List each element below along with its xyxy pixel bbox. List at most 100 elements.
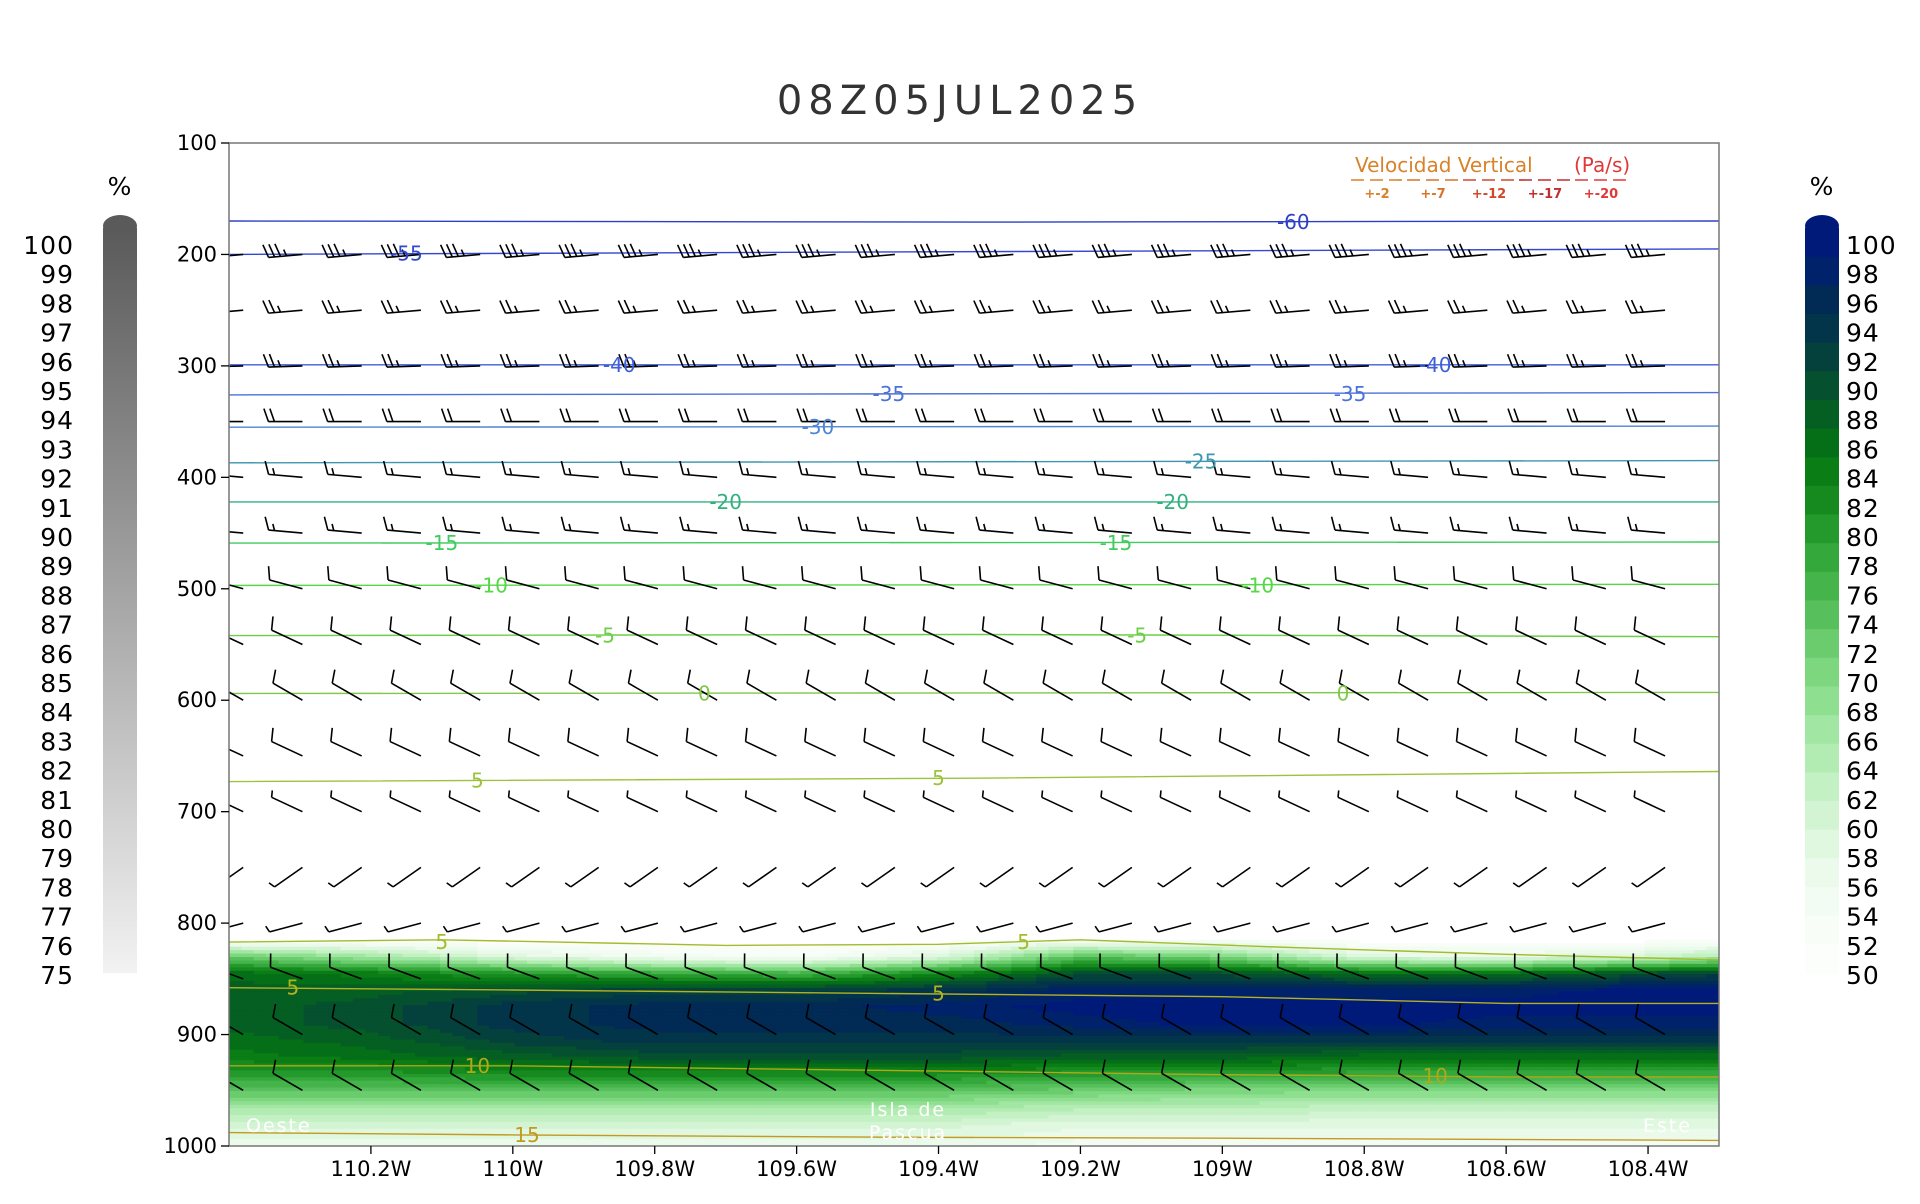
rh-cell xyxy=(1209,1046,1224,1051)
rh-cell xyxy=(1147,1042,1162,1048)
rh-cell xyxy=(638,943,652,948)
rh-cell xyxy=(1160,939,1174,945)
rh-cell xyxy=(278,967,292,972)
rh-cell xyxy=(514,1135,528,1140)
rh-cell xyxy=(800,1042,814,1048)
rh-cell xyxy=(291,1022,305,1027)
rh-cell xyxy=(812,1128,826,1134)
rh-cell xyxy=(1110,1001,1124,1006)
rh-cell xyxy=(1085,1115,1099,1120)
rh-cell xyxy=(651,967,665,972)
rh-cell xyxy=(688,1139,702,1144)
rh-cell xyxy=(564,1104,578,1110)
rh-cell xyxy=(440,1104,454,1110)
rh-cell xyxy=(564,1011,578,1017)
rh-cell xyxy=(825,1063,839,1068)
rh-cell xyxy=(899,967,913,972)
rh-cell xyxy=(1060,994,1075,1000)
rh-cell xyxy=(278,1060,292,1065)
rh-cell xyxy=(1247,1049,1261,1055)
rh-cell xyxy=(986,1084,1000,1089)
rh-cell xyxy=(1011,1139,1025,1144)
rh-cell xyxy=(1060,1104,1075,1110)
rh-cell xyxy=(551,1036,566,1041)
rh-cell xyxy=(253,1056,268,1061)
rh-cell xyxy=(1247,1125,1261,1130)
rh-cell xyxy=(514,1080,528,1085)
rh-cell xyxy=(353,939,367,945)
rh-cell xyxy=(253,1039,268,1044)
rh-cell xyxy=(1185,963,1199,969)
rh-cell xyxy=(961,1073,975,1079)
rh-cell xyxy=(1110,1042,1124,1048)
rh-cell xyxy=(800,946,814,951)
rh-cell xyxy=(1123,1115,1137,1120)
rh-cell xyxy=(1185,1121,1199,1127)
rh-cell xyxy=(241,974,255,979)
rh-cell xyxy=(415,1018,429,1024)
rh-cell xyxy=(415,994,429,1000)
rh-cell xyxy=(1222,991,1236,996)
rh-cell xyxy=(688,1101,702,1106)
rh-cell xyxy=(1060,1032,1075,1037)
rh-cell xyxy=(1060,950,1075,955)
rh-cell xyxy=(750,1128,764,1134)
rh-cell xyxy=(477,1080,491,1085)
rh-cell xyxy=(713,1097,727,1103)
rh-cell xyxy=(1197,1128,1211,1134)
rh-cell xyxy=(1060,984,1075,989)
rh-cell xyxy=(464,1042,479,1048)
rh-cell xyxy=(874,1066,888,1072)
rh-cell xyxy=(266,946,280,951)
rh-cell xyxy=(986,1036,1000,1041)
rh-cell xyxy=(874,963,888,969)
rh-cell xyxy=(613,1121,628,1127)
rh-cell xyxy=(738,1022,752,1027)
rh-cell xyxy=(1222,1066,1236,1072)
rh-cell xyxy=(1197,1132,1211,1137)
rh-cell xyxy=(241,963,255,969)
rh-cell xyxy=(315,1049,330,1055)
rh-cell xyxy=(1234,1056,1248,1061)
rh-cell xyxy=(1085,1025,1099,1030)
rh-cell xyxy=(328,991,342,996)
rh-cell xyxy=(502,1073,516,1079)
rh-cell xyxy=(489,1049,503,1055)
rh-cell xyxy=(1011,950,1025,955)
rh-cell xyxy=(1172,1011,1186,1017)
rh-cell xyxy=(564,1142,578,1146)
rh-cell xyxy=(1247,1087,1261,1092)
rh-cell xyxy=(1098,987,1112,993)
rh-cell xyxy=(1234,1060,1248,1065)
rh-cell xyxy=(936,981,950,986)
rh-cell xyxy=(415,1084,429,1089)
rh-cell xyxy=(651,1118,665,1123)
rh-cell xyxy=(402,1070,417,1075)
rh-cell xyxy=(253,977,268,982)
rh-cell xyxy=(974,977,988,982)
rh-cell xyxy=(576,991,590,996)
rh-cell xyxy=(576,1121,590,1127)
rh-cell xyxy=(328,1039,342,1044)
rh-cell xyxy=(564,1073,578,1079)
rh-cell xyxy=(601,960,615,965)
rh-cell xyxy=(750,1056,764,1061)
rh-cell xyxy=(489,974,503,979)
rh-cell xyxy=(1222,1118,1236,1123)
rh-cell xyxy=(340,1005,354,1010)
rh-cell xyxy=(812,1139,826,1144)
rh-cell xyxy=(1098,946,1112,951)
rh-cell xyxy=(1147,1111,1162,1116)
rh-cell xyxy=(638,1084,652,1089)
rh-cell xyxy=(1135,1036,1149,1041)
rh-cell xyxy=(1160,1053,1174,1058)
rh-cell xyxy=(775,974,789,979)
rh-cell xyxy=(812,1032,826,1037)
rh-cell xyxy=(1197,1070,1211,1075)
rh-cell xyxy=(1036,1039,1050,1044)
rh-cell xyxy=(750,967,764,972)
rh-cell xyxy=(800,1029,814,1034)
rh-cell xyxy=(253,967,268,972)
rh-cell xyxy=(1185,960,1199,965)
rh-cell xyxy=(986,1015,1000,1020)
